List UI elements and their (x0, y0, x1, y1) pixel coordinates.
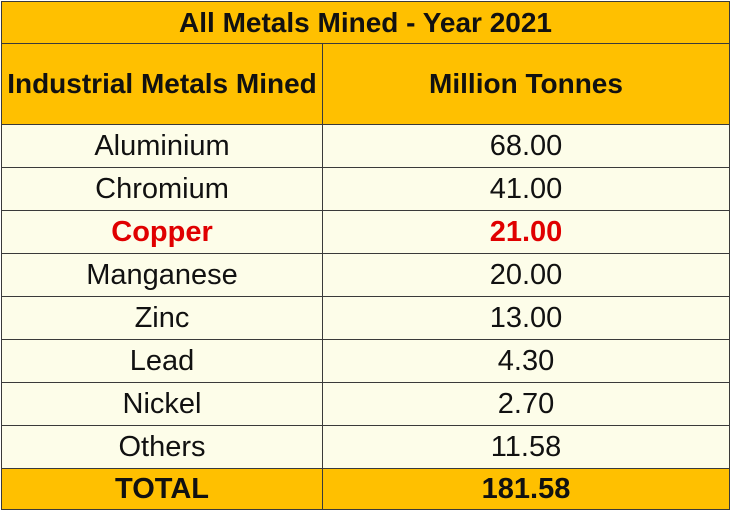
table-row: Copper 21.00 (1, 210, 730, 254)
metal-name-cell: Lead (1, 339, 323, 383)
tonnes-value-cell: 4.30 (321, 339, 730, 383)
table-row: Zinc 13.00 (1, 296, 730, 340)
total-value: 181.58 (321, 468, 730, 510)
table-row: Manganese 20.00 (1, 253, 730, 297)
metal-name-cell: Zinc (1, 296, 323, 340)
table-title: All Metals Mined - Year 2021 (0, 1, 730, 44)
tonnes-value-cell: 13.00 (321, 296, 730, 340)
metal-name-cell: Manganese (1, 253, 323, 297)
metal-name-cell: Others (1, 425, 323, 469)
tonnes-value-cell: 21.00 (321, 210, 730, 254)
header-row: Industrial Metals Mined Million Tonnes (1, 43, 730, 125)
table-row: Others 11.58 (1, 425, 730, 469)
total-row: TOTAL 181.58 (1, 468, 730, 510)
table-row: Aluminium 68.00 (1, 124, 730, 168)
tonnes-value-cell: 11.58 (321, 425, 730, 469)
table-row: Nickel 2.70 (1, 382, 730, 426)
column-header-tonnes: Million Tonnes (321, 43, 730, 125)
table-row: Chromium 41.00 (1, 167, 730, 211)
title-row: All Metals Mined - Year 2021 (0, 1, 730, 44)
metal-name-cell: Nickel (1, 382, 323, 426)
tonnes-value-cell: 68.00 (321, 124, 730, 168)
total-label: TOTAL (1, 468, 323, 510)
tonnes-value-cell: 2.70 (321, 382, 730, 426)
tonnes-value-cell: 20.00 (321, 253, 730, 297)
table-row: Lead 4.30 (1, 339, 730, 383)
tonnes-value-cell: 41.00 (321, 167, 730, 211)
metal-name-cell: Aluminium (1, 124, 323, 168)
metal-name-cell: Chromium (1, 167, 323, 211)
column-header-metal: Industrial Metals Mined (1, 43, 323, 125)
metal-name-cell: Copper (1, 210, 323, 254)
